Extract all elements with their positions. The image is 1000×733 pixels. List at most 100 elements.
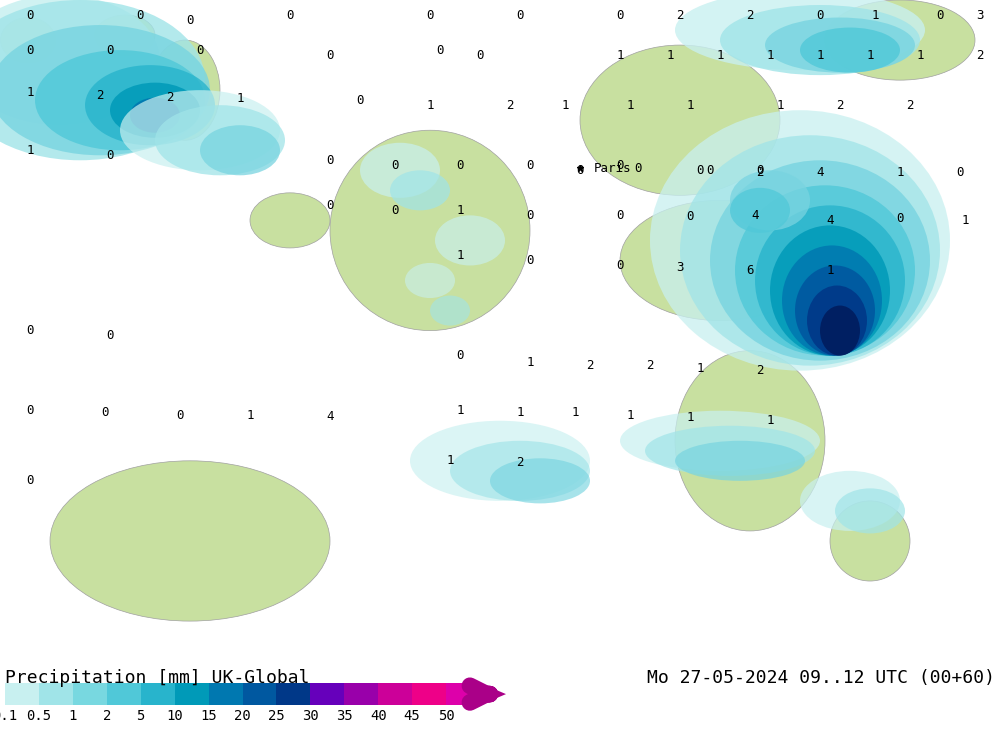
Text: 10: 10 <box>166 709 183 723</box>
Text: 2: 2 <box>96 89 104 102</box>
Text: 1: 1 <box>616 48 624 62</box>
Text: 4: 4 <box>751 209 759 222</box>
Text: 1: 1 <box>456 204 464 217</box>
Text: 1: 1 <box>686 411 694 424</box>
Ellipse shape <box>807 286 867 356</box>
Ellipse shape <box>50 461 330 621</box>
Bar <box>39 683 73 705</box>
Ellipse shape <box>620 200 820 320</box>
Text: 2: 2 <box>646 359 654 372</box>
Text: 0: 0 <box>101 406 109 419</box>
Text: 1: 1 <box>526 356 534 369</box>
Text: 1: 1 <box>69 709 77 723</box>
Ellipse shape <box>675 350 825 531</box>
Text: 0: 0 <box>26 474 34 487</box>
Ellipse shape <box>85 65 215 145</box>
Bar <box>73 683 107 705</box>
Text: 1: 1 <box>456 249 464 262</box>
Text: 0: 0 <box>326 154 334 167</box>
Ellipse shape <box>490 458 590 504</box>
Text: 0: 0 <box>326 48 334 62</box>
Ellipse shape <box>0 18 56 62</box>
Bar <box>344 683 378 705</box>
Ellipse shape <box>770 226 890 356</box>
Text: 0: 0 <box>106 149 114 162</box>
Text: Paris: Paris <box>594 162 632 174</box>
Text: 0: 0 <box>686 210 694 223</box>
Ellipse shape <box>755 205 905 356</box>
Text: 4: 4 <box>326 410 334 423</box>
Ellipse shape <box>410 421 590 501</box>
Text: 0: 0 <box>426 9 434 21</box>
Ellipse shape <box>0 0 205 161</box>
Text: 1: 1 <box>866 48 874 62</box>
Ellipse shape <box>800 28 900 73</box>
Text: 2: 2 <box>756 166 764 179</box>
Text: 1: 1 <box>686 99 694 111</box>
Text: 1: 1 <box>516 406 524 419</box>
Text: 1: 1 <box>626 99 634 111</box>
Ellipse shape <box>35 50 205 150</box>
Text: 1: 1 <box>571 406 579 419</box>
Ellipse shape <box>405 263 455 298</box>
Text: 0: 0 <box>516 9 524 21</box>
Text: 0: 0 <box>391 159 399 172</box>
Text: 1: 1 <box>26 86 34 99</box>
Bar <box>175 683 209 705</box>
Text: 1: 1 <box>246 409 254 422</box>
Text: 1: 1 <box>456 404 464 417</box>
Text: 2: 2 <box>103 709 111 723</box>
Text: 1: 1 <box>916 48 924 62</box>
Text: 1: 1 <box>776 99 784 111</box>
Text: 0: 0 <box>286 9 294 21</box>
Ellipse shape <box>360 143 440 198</box>
Text: 2: 2 <box>836 99 844 111</box>
Text: 0: 0 <box>616 209 624 222</box>
Text: 40: 40 <box>370 709 387 723</box>
Text: 35: 35 <box>336 709 353 723</box>
Ellipse shape <box>735 185 915 356</box>
Text: 0: 0 <box>616 9 624 21</box>
Text: 2: 2 <box>516 457 524 469</box>
Ellipse shape <box>130 97 180 133</box>
Text: 1: 1 <box>816 48 824 62</box>
Text: 3: 3 <box>676 261 684 274</box>
Text: 2: 2 <box>676 9 684 21</box>
Text: 5: 5 <box>137 709 145 723</box>
Text: 0.5: 0.5 <box>26 709 51 723</box>
Text: 0: 0 <box>936 9 944 21</box>
Text: 1: 1 <box>561 99 569 111</box>
Text: 1: 1 <box>871 9 879 21</box>
Ellipse shape <box>0 0 160 125</box>
Text: 0: 0 <box>391 204 399 217</box>
Ellipse shape <box>680 136 940 366</box>
Text: 0: 0 <box>326 199 334 212</box>
Text: 0: 0 <box>196 43 204 56</box>
Ellipse shape <box>435 216 505 265</box>
Text: 0: 0 <box>526 159 534 172</box>
Ellipse shape <box>730 170 810 230</box>
Text: 0: 0 <box>456 349 464 362</box>
Text: 2: 2 <box>506 99 514 111</box>
Text: 0: 0 <box>706 163 714 177</box>
Text: 1: 1 <box>26 144 34 157</box>
Ellipse shape <box>95 15 155 55</box>
Text: 4: 4 <box>816 166 824 179</box>
Ellipse shape <box>390 170 450 210</box>
Bar <box>446 683 480 705</box>
Text: 0: 0 <box>106 329 114 342</box>
Text: 0: 0 <box>186 13 194 26</box>
Ellipse shape <box>710 161 930 361</box>
Text: 20: 20 <box>234 709 251 723</box>
Ellipse shape <box>720 5 920 75</box>
Bar <box>276 683 310 705</box>
Text: Mo 27-05-2024 09..12 UTC (00+60): Mo 27-05-2024 09..12 UTC (00+60) <box>647 669 995 687</box>
Text: 0: 0 <box>476 48 484 62</box>
Text: 2: 2 <box>756 364 764 377</box>
Text: 0: 0 <box>696 163 704 177</box>
Text: 0: 0 <box>816 9 824 21</box>
Ellipse shape <box>765 18 915 73</box>
Ellipse shape <box>620 410 820 471</box>
Text: 0: 0 <box>456 159 464 172</box>
Text: 15: 15 <box>200 709 217 723</box>
